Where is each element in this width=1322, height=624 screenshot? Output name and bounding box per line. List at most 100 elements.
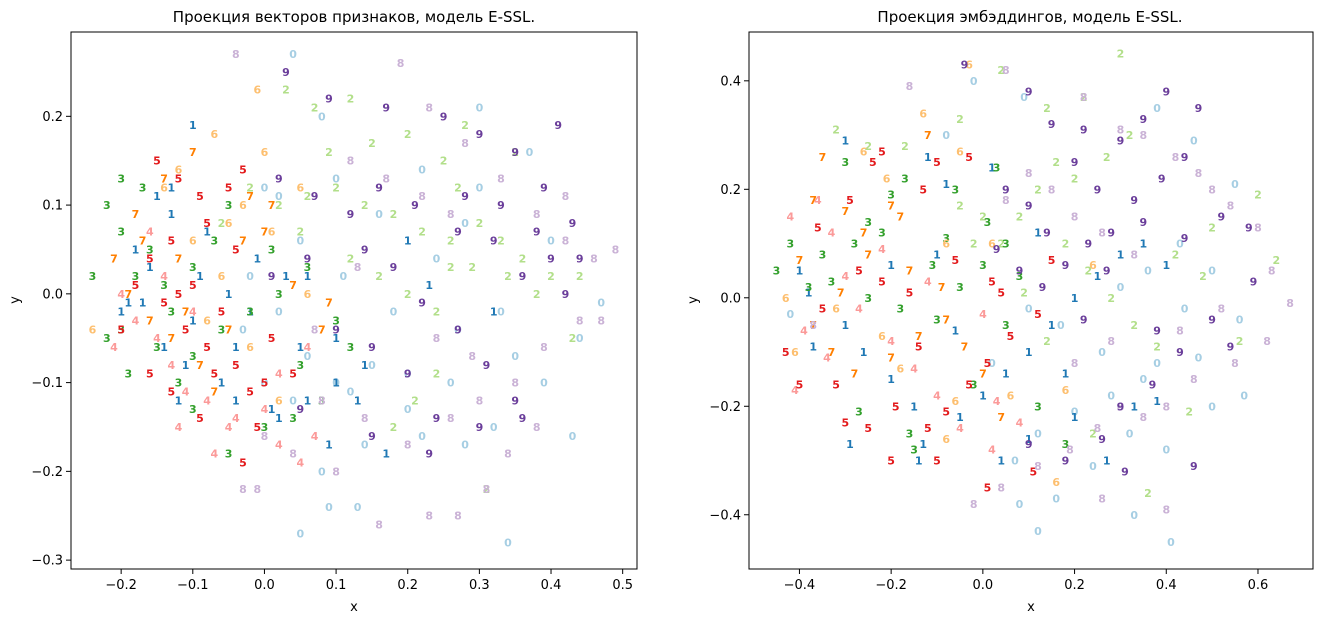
point-digit-6: 6	[919, 107, 927, 120]
point-digit-1: 1	[915, 455, 923, 468]
point-digit-3: 3	[901, 173, 909, 186]
point-digit-1: 1	[924, 151, 932, 164]
point-digit-6: 6	[988, 238, 996, 251]
point-digit-1: 1	[1139, 238, 1147, 251]
point-digit-1: 1	[956, 411, 964, 424]
point-digit-7: 7	[924, 129, 932, 142]
point-digit-3: 3	[805, 281, 813, 294]
point-digit-2: 2	[404, 288, 412, 301]
point-digit-0: 0	[325, 501, 333, 514]
point-digit-5: 5	[261, 377, 269, 390]
point-digit-9: 9	[476, 128, 484, 141]
point-digit-5: 5	[203, 217, 211, 230]
point-digit-3: 3	[1034, 400, 1042, 413]
point-digit-6: 6	[89, 323, 97, 336]
point-digit-6: 6	[275, 394, 283, 407]
point-digit-8: 8	[1002, 64, 1010, 77]
point-digit-8: 8	[418, 190, 426, 203]
point-digit-2: 2	[275, 199, 283, 212]
chart-right-frame	[748, 31, 1314, 570]
point-digit-0: 0	[1162, 444, 1170, 457]
point-digit-7: 7	[906, 265, 914, 278]
point-digit-4: 4	[791, 384, 799, 397]
point-digit-1: 1	[246, 306, 254, 319]
point-digit-2: 2	[1080, 91, 1088, 104]
point-digit-2: 2	[1020, 286, 1028, 299]
point-digit-4: 4	[887, 335, 895, 348]
chart-left-frame	[70, 31, 638, 570]
point-digit-9: 9	[454, 323, 462, 336]
point-digit-3: 3	[210, 235, 218, 248]
point-digit-1: 1	[146, 261, 154, 274]
point-digit-6: 6	[253, 84, 261, 97]
point-digit-6: 6	[239, 199, 247, 212]
point-digit-0: 0	[1117, 281, 1125, 294]
point-digit-0: 0	[275, 306, 283, 319]
point-digit-3: 3	[89, 270, 97, 283]
point-digit-8: 8	[1107, 335, 1115, 348]
point-digit-1: 1	[218, 377, 226, 390]
point-digit-9: 9	[282, 66, 290, 79]
point-digit-2: 2	[454, 181, 462, 194]
point-digit-2: 2	[1117, 48, 1125, 61]
y-tick-label: −0.1	[31, 376, 63, 391]
chart-right-xlabel: x	[1027, 600, 1035, 615]
x-tick-label: 0.4	[541, 578, 562, 593]
point-digit-8: 8	[397, 57, 405, 70]
point-digit-4: 4	[979, 308, 987, 321]
point-digit-0: 0	[304, 350, 312, 363]
point-digit-3: 3	[218, 323, 226, 336]
point-digit-3: 3	[189, 261, 197, 274]
point-digit-3: 3	[819, 248, 827, 261]
point-digit-9: 9	[1071, 156, 1079, 169]
point-digit-1: 1	[124, 297, 132, 310]
point-digit-3: 3	[993, 162, 1001, 175]
chart-right-yticks: −0.4 −0.2 0.0 0.2 0.4	[709, 74, 749, 523]
point-digit-4: 4	[993, 395, 1001, 408]
point-digit-9: 9	[1158, 173, 1166, 186]
chart-left: Проекция векторов признаков, модель E-SS…	[8, 8, 638, 615]
point-digit-3: 3	[896, 303, 904, 316]
point-digit-7: 7	[915, 330, 923, 343]
chart-left-ylabel: y	[8, 296, 23, 304]
point-digit-0: 0	[275, 190, 283, 203]
point-digit-1: 1	[988, 162, 996, 175]
point-digit-2: 2	[997, 64, 1005, 77]
point-digit-1: 1	[1130, 400, 1138, 413]
point-digit-4: 4	[828, 227, 836, 240]
point-digit-9: 9	[490, 235, 498, 248]
point-digit-7: 7	[110, 252, 118, 265]
point-digit-9: 9	[332, 323, 340, 336]
point-digit-0: 0	[461, 439, 469, 452]
point-digit-4: 4	[800, 324, 808, 337]
point-digit-7: 7	[828, 346, 836, 359]
point-digit-3: 3	[275, 288, 283, 301]
point-digit-5: 5	[965, 151, 973, 164]
point-digit-2: 2	[368, 137, 376, 150]
point-digit-4: 4	[304, 341, 312, 354]
point-digit-7: 7	[132, 208, 140, 221]
point-digit-1: 1	[232, 341, 240, 354]
point-digit-8: 8	[311, 323, 319, 336]
point-digit-1: 1	[139, 297, 147, 310]
point-digit-5: 5	[984, 482, 992, 495]
point-digit-9: 9	[268, 270, 276, 283]
point-digit-3: 3	[1002, 319, 1010, 332]
point-digit-1: 1	[325, 439, 333, 452]
x-tick-label: 0.6	[1248, 578, 1269, 593]
point-digit-0: 0	[1089, 460, 1097, 473]
point-digit-8: 8	[1066, 444, 1074, 457]
point-digit-9: 9	[1195, 102, 1203, 115]
point-digit-3: 3	[906, 427, 914, 440]
x-tick-label: −0.4	[784, 578, 816, 593]
point-digit-8: 8	[375, 519, 383, 532]
point-digit-2: 2	[447, 261, 455, 274]
point-digit-0: 0	[597, 297, 605, 310]
point-digit-6: 6	[246, 341, 254, 354]
y-tick-label: 0.2	[720, 183, 741, 198]
point-digit-1: 1	[382, 448, 390, 461]
point-digit-2: 2	[433, 306, 441, 319]
x-tick-label: 0.5	[612, 578, 633, 593]
point-digit-9: 9	[375, 181, 383, 194]
point-digit-1: 1	[1002, 368, 1010, 381]
